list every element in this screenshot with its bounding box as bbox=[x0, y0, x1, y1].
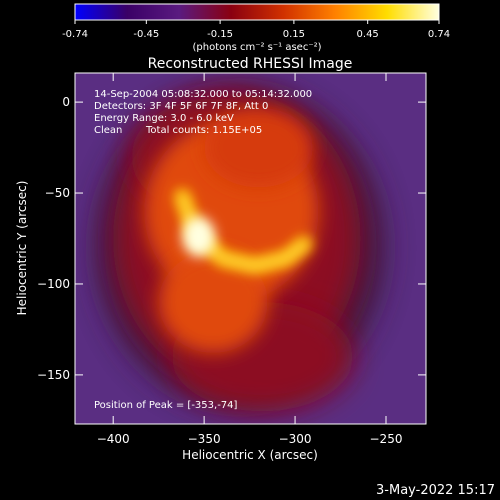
source-core-top bbox=[204, 107, 314, 188]
axes: −400 −350 −300 −250 0 −50 −100 −150 bbox=[37, 73, 426, 446]
x-tick-label: −300 bbox=[279, 432, 312, 446]
colorbar-ticks: -0.74 -0.45 -0.15 0.15 0.45 0.74 bbox=[62, 20, 450, 40]
colorbar-tick-label: -0.74 bbox=[62, 29, 88, 40]
colorbar bbox=[74, 3, 440, 21]
y-tick-label: 0 bbox=[62, 95, 70, 109]
x-tick-label: −400 bbox=[97, 432, 130, 446]
annotation-total-counts: Total counts: 1.15E+05 bbox=[145, 125, 262, 136]
y-tick-label: −50 bbox=[45, 186, 70, 200]
plot-frame bbox=[74, 72, 427, 425]
source-core-lower bbox=[158, 251, 268, 354]
emission-peak bbox=[182, 216, 216, 257]
annotation-method: Clean bbox=[94, 125, 122, 136]
chart-title: Reconstructed RHESSI Image bbox=[148, 56, 353, 72]
annotation-time-range: 14-Sep-2004 05:08:32.000 to 05:14:32.000 bbox=[94, 89, 312, 100]
colorbar-tick-label: -0.45 bbox=[133, 29, 159, 40]
x-axis-label: Heliocentric X (arcsec) bbox=[182, 448, 318, 462]
y-tick-label: −100 bbox=[37, 277, 70, 291]
x-tick-label: −250 bbox=[370, 432, 403, 446]
annotation-energy-range: Energy Range: 3.0 - 6.0 keV bbox=[94, 113, 234, 124]
annotation-peak-position: Position of Peak = [-353,-74] bbox=[94, 400, 238, 411]
colorbar-tick-label: 0.15 bbox=[283, 29, 305, 40]
colorbar-tick-label: 0.74 bbox=[428, 29, 450, 40]
annotation-detectors: Detectors: 3F 4F 5F 6F 7F 8F, Att 0 bbox=[94, 101, 268, 112]
colorbar-tick-label: 0.45 bbox=[357, 29, 379, 40]
date-stamp: 3-May-2022 15:17 bbox=[376, 483, 495, 498]
x-tick-label: −350 bbox=[188, 432, 221, 446]
colorbar-tick-label: -0.15 bbox=[207, 29, 233, 40]
y-tick-label: −150 bbox=[37, 368, 70, 382]
y-axis-label: Heliocentric Y (arcsec) bbox=[15, 181, 29, 316]
image-layer bbox=[95, 87, 386, 412]
colorbar-unit-label: (photons cm⁻² s⁻¹ asec⁻²) bbox=[192, 42, 321, 53]
